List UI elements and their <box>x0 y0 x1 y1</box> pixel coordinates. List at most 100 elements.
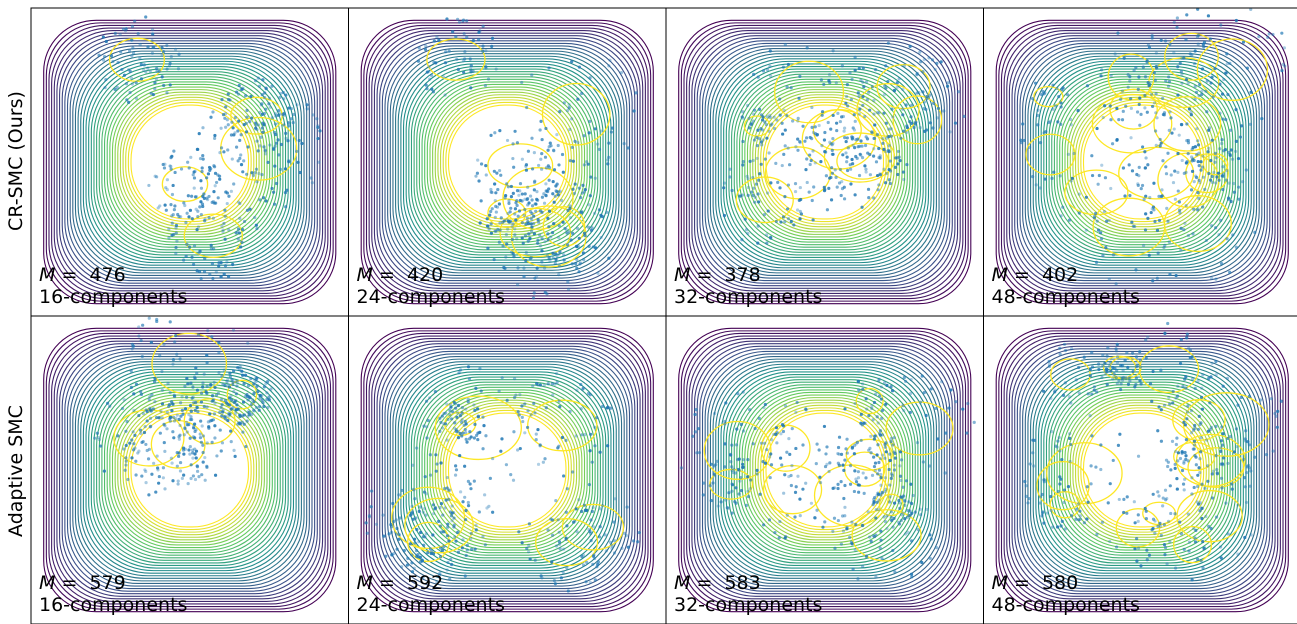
particle-point <box>229 189 233 193</box>
particle-point <box>232 400 236 405</box>
particle-point <box>158 354 162 358</box>
particle-point <box>902 129 906 133</box>
particle-point <box>195 371 199 375</box>
particle-point <box>861 94 865 99</box>
particle-point <box>1026 501 1030 505</box>
particle-point <box>796 474 800 478</box>
particle-point <box>870 473 875 477</box>
particle-point <box>1066 152 1070 156</box>
particle-point <box>1047 364 1052 368</box>
particle-point <box>1152 71 1156 75</box>
particle-point <box>1031 96 1035 101</box>
contour-line <box>429 394 586 546</box>
particle-point <box>834 175 838 179</box>
particle-point <box>226 274 231 279</box>
particle-point <box>1074 378 1078 382</box>
particle-point <box>274 141 279 145</box>
particle-point <box>213 171 218 175</box>
particle-point <box>421 510 425 514</box>
particle-point <box>1248 484 1252 488</box>
particle-point <box>504 255 508 259</box>
particle-point <box>488 213 492 217</box>
particle-point <box>882 515 886 519</box>
particle-point <box>1249 533 1253 537</box>
particle-point <box>127 49 132 53</box>
particle-point <box>929 537 933 541</box>
contour-line <box>88 63 292 261</box>
particle-point <box>1183 221 1187 225</box>
particle-point <box>1036 123 1040 127</box>
particle-point <box>432 39 436 43</box>
particle-point <box>457 20 462 24</box>
particle-point <box>845 136 849 140</box>
particle-point <box>888 181 892 186</box>
particle-point <box>496 227 500 232</box>
particle-point <box>1154 92 1158 96</box>
particle-point <box>493 229 497 233</box>
particle-point <box>1122 510 1126 515</box>
particle-point <box>525 546 529 551</box>
particle-point <box>497 202 502 206</box>
m-value: 583 <box>724 572 761 594</box>
contour-line <box>389 48 625 276</box>
contour-line <box>688 338 961 602</box>
particle-point <box>1225 52 1229 56</box>
particle-point <box>410 504 414 509</box>
particle-point <box>631 539 636 543</box>
particle-point <box>789 86 793 90</box>
particle-point <box>1136 87 1140 91</box>
particle-point <box>406 556 410 560</box>
particle-point <box>413 497 417 501</box>
particle-point <box>430 87 434 91</box>
particle-point <box>1126 85 1130 89</box>
particle-point <box>509 195 514 199</box>
panel-6 <box>666 316 984 624</box>
particle-point <box>254 223 258 227</box>
particle-point <box>1158 137 1162 142</box>
particle-point <box>1186 459 1190 463</box>
particle-point <box>605 210 609 214</box>
particle-point <box>171 362 175 366</box>
particle-point <box>543 239 547 244</box>
particle-point <box>1184 454 1188 458</box>
particle-point <box>842 197 847 201</box>
particle-point <box>172 415 176 419</box>
particle-point <box>1153 219 1157 224</box>
contour-line <box>45 330 334 610</box>
particle-point <box>573 182 577 186</box>
particle-point <box>520 157 524 161</box>
particle-point <box>558 110 562 114</box>
particle-point <box>202 404 206 409</box>
particle-point <box>836 482 840 486</box>
particle-point <box>131 51 136 55</box>
particle-point <box>1129 106 1133 110</box>
particle-point <box>506 185 510 189</box>
particle-point <box>872 455 876 459</box>
particle-point <box>1168 402 1172 406</box>
particle-point <box>443 93 447 97</box>
particle-point <box>218 177 222 181</box>
particle-point <box>246 145 250 149</box>
particle-point <box>872 500 876 504</box>
particle-point <box>116 434 120 438</box>
particle-point <box>1059 477 1063 481</box>
particle-point <box>467 437 472 441</box>
particle-point <box>428 77 432 81</box>
particle-point <box>823 149 827 154</box>
contour-line <box>109 391 271 549</box>
particle-point <box>863 164 867 168</box>
particle-point <box>936 106 941 111</box>
particle-point <box>854 523 858 527</box>
particle-point <box>1133 547 1137 551</box>
contour-line <box>127 409 252 531</box>
particle-point <box>223 399 227 403</box>
particle-point <box>1123 194 1127 198</box>
particle-point <box>1077 211 1081 215</box>
particle-point <box>779 220 783 224</box>
particle-point <box>757 107 762 111</box>
particle-point <box>824 174 828 178</box>
particle-point <box>160 75 164 79</box>
particle-point <box>151 407 155 411</box>
particle-point <box>910 575 914 579</box>
particle-point <box>1115 368 1119 373</box>
